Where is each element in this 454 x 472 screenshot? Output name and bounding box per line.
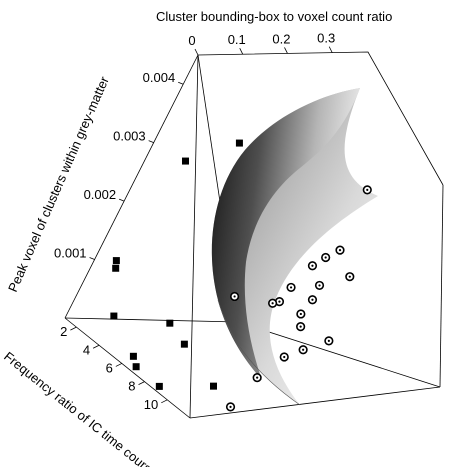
x-tick-mark [328, 46, 333, 53]
x-axis-title: Cluster bounding-box to voxel count rati… [156, 9, 392, 24]
box-floor-front [64, 317, 191, 419]
x-tick-label: 0.2 [272, 31, 290, 46]
x-tick-mark [239, 48, 244, 55]
surface-edge-line [217, 299, 301, 406]
box-front-left-vertical [64, 54, 199, 319]
circle-point [324, 336, 334, 346]
y-tick-mark [178, 81, 184, 85]
y-axis-title: Peak voxel of clusters within grey-matte… [5, 74, 112, 295]
circle-point [252, 373, 262, 383]
circle-point [286, 282, 296, 293]
square-point [209, 382, 217, 390]
square-point [181, 157, 189, 165]
box-back-top [197, 51, 444, 186]
circle-point [362, 185, 372, 195]
x-tick-mark [194, 48, 199, 56]
circle-point [268, 298, 278, 308]
square-point [166, 319, 174, 327]
box-floor-right [237, 321, 441, 388]
square-point [112, 257, 120, 265]
box-right-vertical [439, 184, 444, 388]
y-tick-mark [148, 140, 154, 144]
square-point [132, 363, 140, 371]
square-point [155, 382, 163, 390]
z-tick-mark [138, 381, 145, 385]
z-tick-mark [70, 326, 77, 331]
decision-surface [211, 88, 378, 406]
circle-point [307, 295, 318, 305]
circle-point [298, 345, 308, 355]
z-tick-label: 8 [128, 379, 135, 394]
y-tick-mark [89, 257, 95, 260]
z-tick-mark [161, 399, 168, 404]
circle-point [296, 322, 306, 332]
circle-point [321, 252, 331, 263]
circle-point [229, 291, 240, 302]
circle-point [314, 280, 325, 291]
z-tick-label: 10 [144, 397, 158, 412]
box-front-vertical [189, 54, 199, 419]
z-tick-label: 2 [60, 324, 67, 339]
square-point [112, 264, 120, 272]
circle-point [296, 309, 306, 319]
y-tick-label: 0.003 [113, 129, 146, 144]
y-tick-mark [118, 198, 125, 202]
x-tick-mark [284, 47, 288, 54]
surface-front-sheet [211, 88, 360, 380]
x-tick-label: 0 [188, 33, 195, 48]
square-point [235, 139, 243, 147]
square-point [110, 312, 118, 320]
point-layer [110, 139, 372, 412]
box-bottom-right [189, 386, 441, 419]
tick-layer: 0 0.1 0.2 0.3 0.001 0.002 0.003 0.004 2 4 68 10 [54, 31, 335, 412]
box-floor-back [64, 317, 239, 323]
plot-box [64, 51, 444, 419]
circle-point [345, 272, 355, 282]
circle-point [279, 352, 289, 362]
z-tick-mark [92, 344, 100, 349]
x-tick-label: 0.3 [317, 31, 335, 46]
circle-point [225, 402, 236, 412]
square-point [129, 352, 137, 360]
circle-point [335, 245, 345, 255]
y-tick-label: 0.002 [84, 187, 117, 202]
square-point [180, 340, 188, 348]
y-tick-label: 0.004 [143, 70, 176, 85]
z-tick-label: 6 [106, 360, 113, 375]
y-tick-label: 0.001 [54, 246, 87, 261]
z-tick-mark [115, 363, 122, 367]
z-tick-label: 4 [83, 342, 90, 357]
x-tick-label: 0.1 [228, 32, 246, 47]
circle-point [307, 261, 318, 271]
